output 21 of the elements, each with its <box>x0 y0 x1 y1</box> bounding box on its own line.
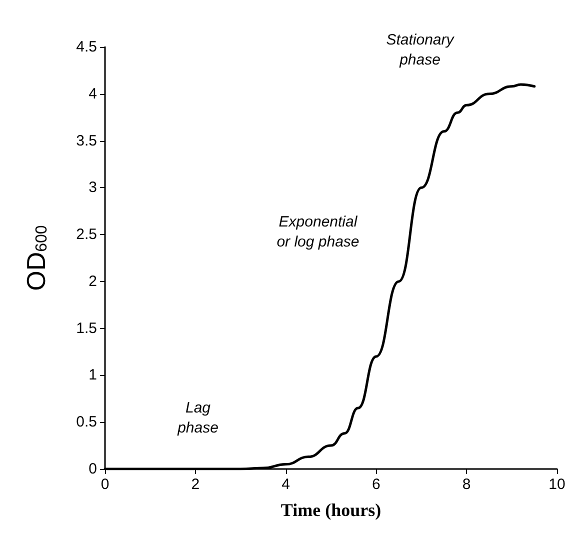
x-tick-label: 4 <box>282 476 290 493</box>
y-axis-title: OD600 <box>21 225 51 291</box>
y-tick-label: 3.5 <box>76 132 97 150</box>
y-tick-label: 4.5 <box>76 38 97 56</box>
y-tick-label: 3 <box>88 179 97 196</box>
y-tick-label: 0 <box>88 460 97 478</box>
annotation: Stationary phase <box>386 32 456 68</box>
y-tick-label: 2.5 <box>76 226 97 244</box>
x-tick-label: 10 <box>548 476 566 493</box>
x-tick-label: 6 <box>372 476 380 493</box>
annotation: Lag phase <box>176 400 218 436</box>
x-tick-label: 2 <box>191 476 200 493</box>
y-tick-label: 2 <box>88 272 97 290</box>
annotation: Exponential or log phase <box>276 214 360 250</box>
y-tick-label: 1 <box>88 366 97 384</box>
x-axis-title: Time (hours) <box>280 500 382 520</box>
y-tick-label: 4 <box>88 85 97 102</box>
y-tick-label: 1.5 <box>76 320 97 337</box>
x-tick-label: 8 <box>462 476 471 493</box>
x-tick-label: 0 <box>100 476 110 493</box>
y-tick-label: 0.5 <box>76 414 97 431</box>
